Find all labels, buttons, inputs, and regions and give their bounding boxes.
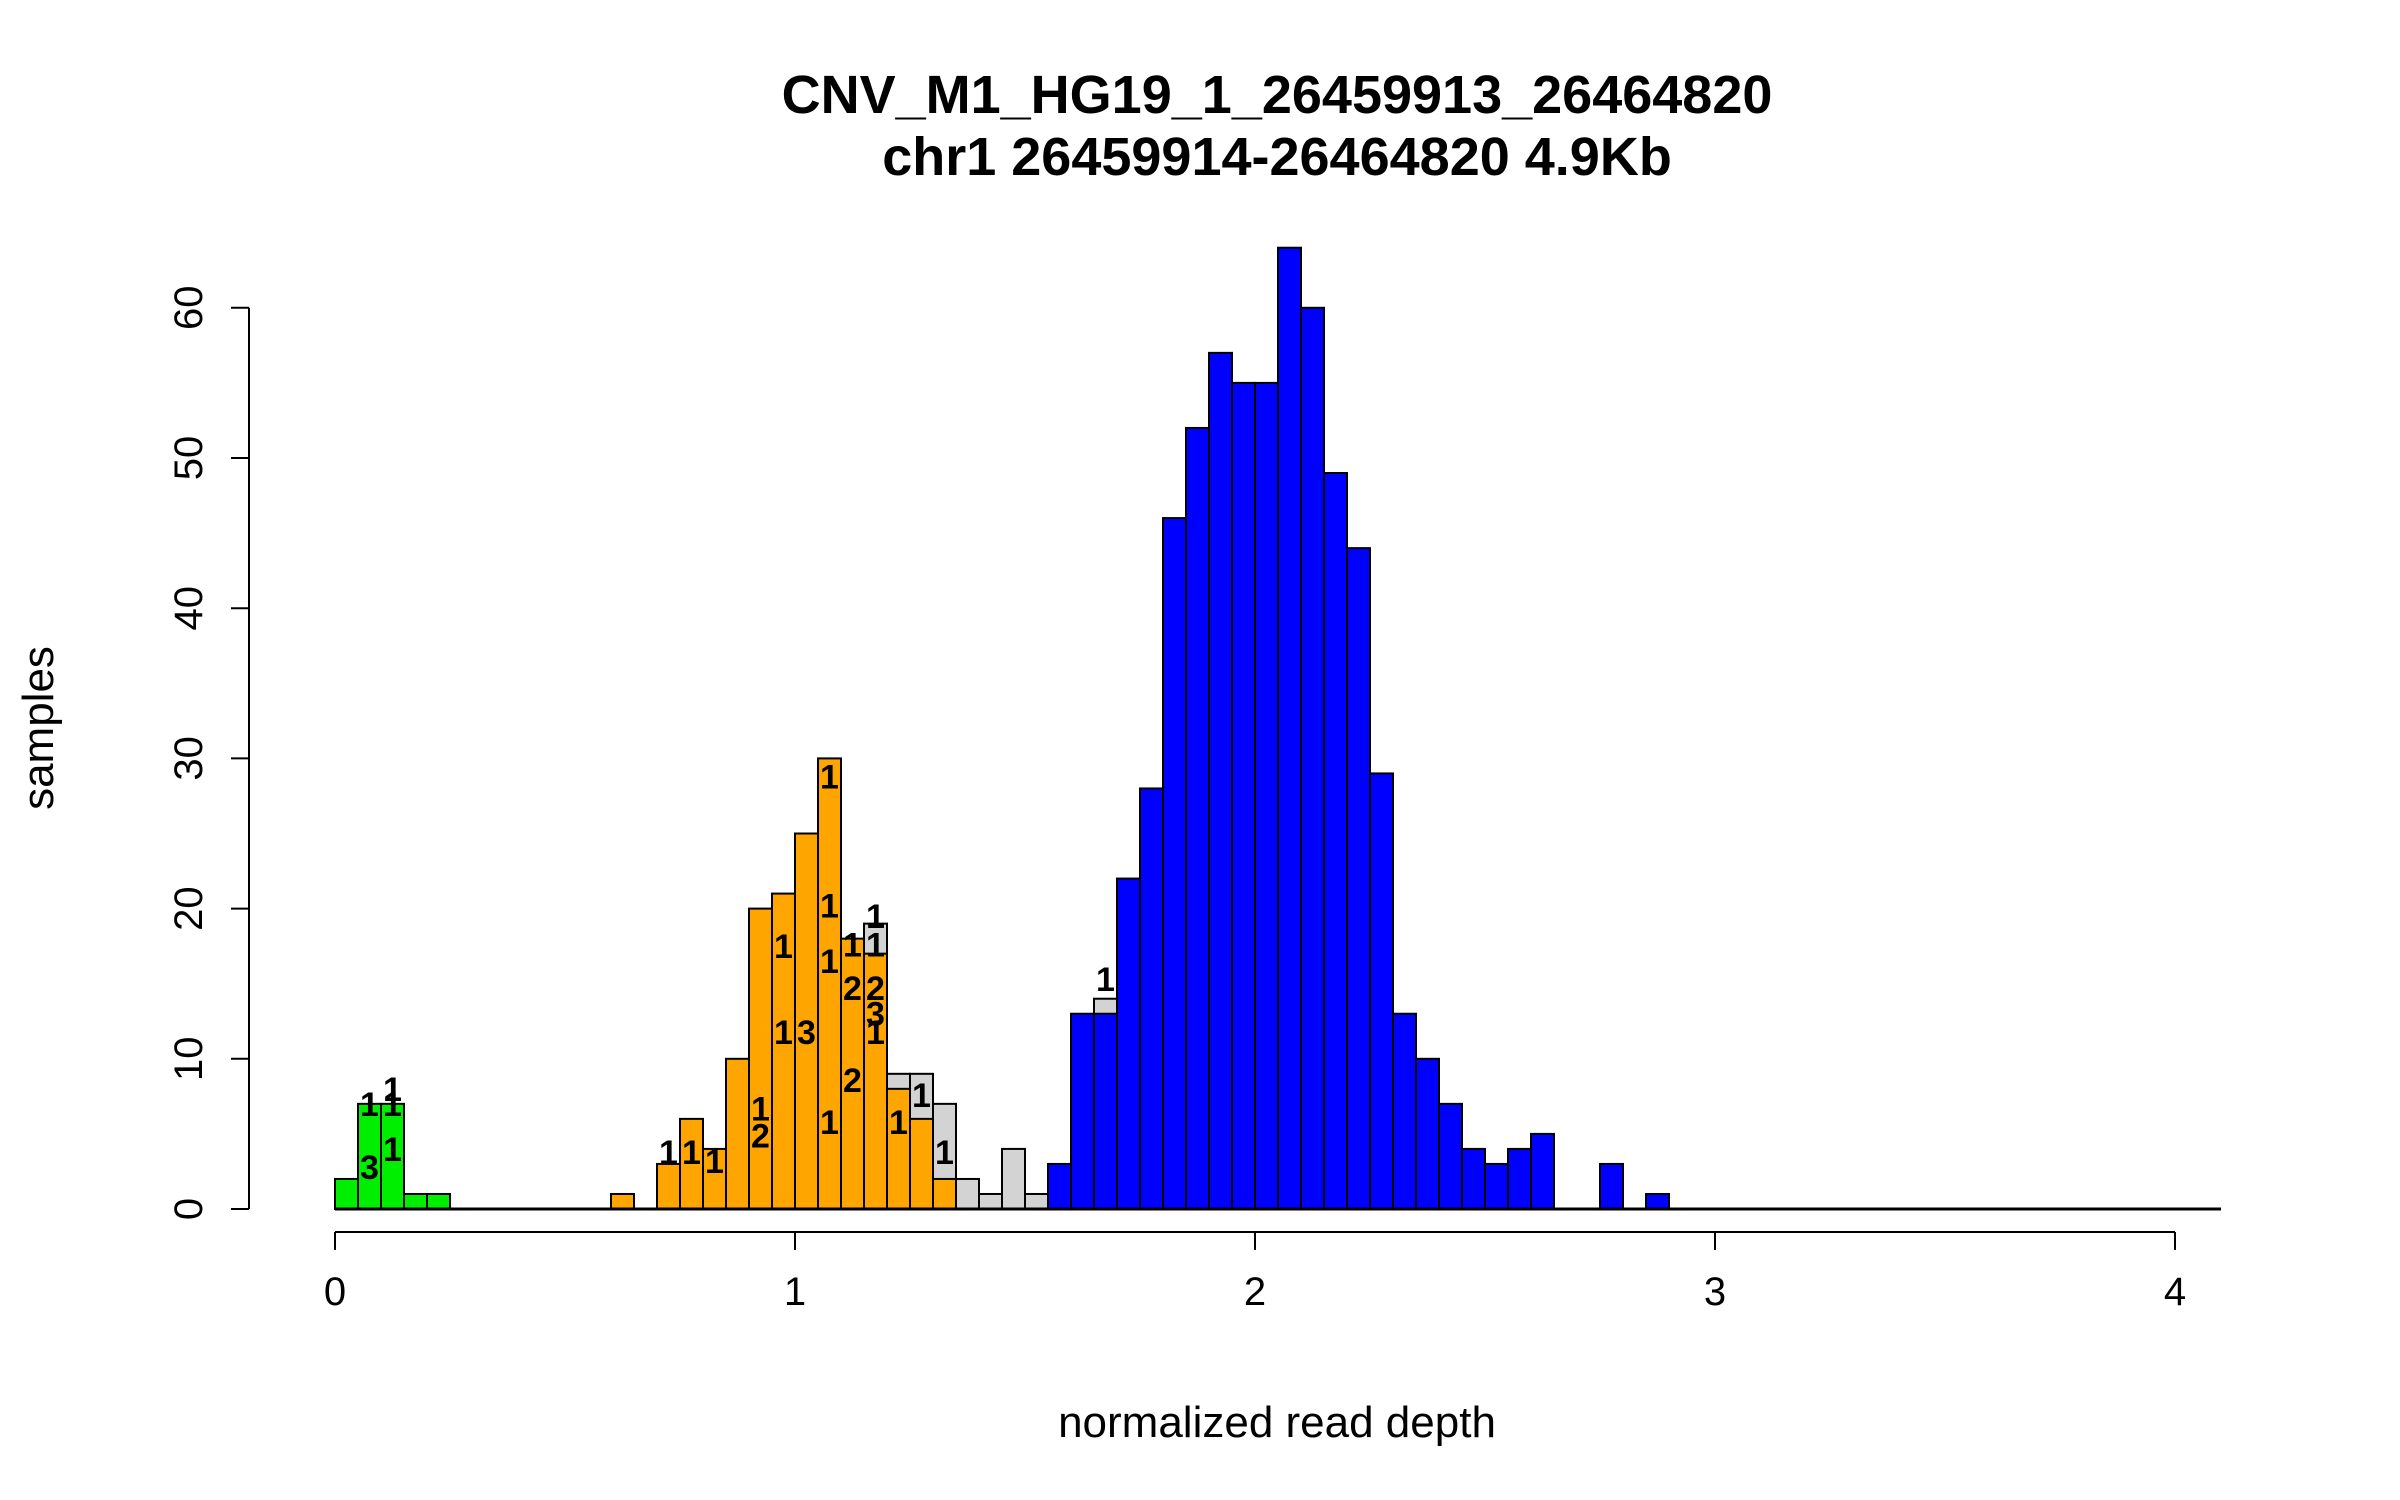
x-tick-label-4: 4 [2164,1270,2186,1314]
bar-blue-38 [1277,246,1302,1211]
bar-blue-31 [1116,877,1141,1210]
bar-annotation-23: 3 [866,996,885,1034]
bar-blue-45 [1438,1102,1463,1210]
bar-annotation-14: 1 [820,888,839,926]
y-tick-label-0: 0 [167,1198,211,1220]
bar-annotation-4: 1 [383,1131,402,1169]
bar-annotation-15: 1 [820,943,839,981]
bar-green-4 [426,1192,451,1210]
bar-blue-43 [1392,1012,1417,1210]
x-tick-label-2: 2 [1244,1270,1266,1314]
chart-subtitle: chr1 26459914-26464820 4.9Kb [882,127,1672,187]
bar-annotation-26: 1 [912,1077,931,1115]
x-tick-label-1: 1 [784,1270,806,1314]
bar-blue-30 [1093,1012,1118,1210]
bar-annotation-3: 1 [383,1086,402,1124]
x-axis-label: normalized read depth [1058,1398,1496,1447]
bar-blue-49 [1530,1132,1555,1211]
bar-orange-22 [932,1177,957,1210]
bar-annotation-2: 1 [383,1071,402,1109]
bar-annotation-1: 3 [360,1149,379,1187]
bar-gray-25 [1001,1147,1026,1211]
bar-blue-39 [1300,306,1325,1210]
y-axis: 0 10 20 30 40 50 60 [167,286,250,1220]
bar-annotation-12: 3 [797,1014,816,1052]
x-axis: 0 1 2 3 4 [324,1207,2221,1314]
bar-annotation-9: 2 [751,1117,770,1155]
bar-annotation-28: 1 [1096,961,1115,999]
bar-blue-41 [1346,547,1371,1210]
bar-gray-26 [1024,1192,1049,1210]
bar-blue-28 [1070,1012,1095,1210]
bar-orange-10 [748,907,773,1210]
x-tick-label-0: 0 [324,1270,346,1314]
bar-annotation-8: 1 [751,1090,770,1128]
bar-annotation-17: 1 [843,927,862,965]
bar-annotation-5: 1 [659,1134,678,1172]
bar-gray-23 [955,1177,980,1210]
y-tick-label-2: 20 [167,886,211,931]
bar-blue-34 [1185,426,1210,1210]
bar-annotation-19: 2 [843,1062,862,1100]
bar-annotation-21: 1 [866,927,885,965]
bar-blue-48 [1507,1147,1532,1211]
bar-annotation-20: 1 [866,898,885,936]
bar-annotation-22: 2 [866,970,885,1008]
bar-gray-24 [978,1192,1003,1210]
bar-blue-35 [1208,351,1233,1210]
bar-annotation-24: 1 [866,1014,885,1052]
x-tick-label-3: 3 [1704,1270,1726,1314]
bars-layer [334,246,1670,1211]
bar-blue-33 [1162,517,1187,1210]
y-tick-label-6: 60 [167,286,211,331]
bar-blue-36 [1231,381,1256,1210]
y-tick-label-4: 40 [167,586,211,631]
bar-annotation-11: 1 [774,1014,793,1052]
y-axis-label: samples [14,646,63,810]
bar-blue-51 [1645,1192,1670,1210]
bar-blue-50 [1599,1162,1624,1210]
bar-annotation-6: 1 [682,1134,701,1172]
bar-orange-9 [725,1057,750,1211]
bar-annotation-0: 1 [360,1086,379,1124]
bar-blue-44 [1415,1057,1440,1211]
bar-green-3 [403,1192,428,1210]
bar-blue-27 [1047,1162,1072,1210]
bar-annotation-27: 1 [935,1134,954,1172]
bar-blue-32 [1139,787,1164,1210]
bar-annotation-18: 2 [843,970,862,1008]
bar-blue-37 [1254,381,1279,1210]
y-tick-label-1: 10 [167,1037,211,1082]
bar-blue-42 [1369,772,1394,1210]
y-tick-label-3: 30 [167,736,211,781]
bar-orange-20 [909,1117,934,1211]
bar-annotation-13: 1 [820,758,839,796]
bar-annotation-7: 1 [705,1143,724,1181]
bar-green-0 [334,1177,359,1210]
bar-annotation-16: 1 [820,1104,839,1142]
bar-annotation-10: 1 [774,928,793,966]
bar-blue-46 [1461,1147,1486,1211]
y-tick-label-5: 50 [167,436,211,481]
chart-title: CNV_M1_HG19_1_26459913_26464820 [782,65,1773,125]
bar-annotation-25: 1 [889,1104,908,1142]
bar-blue-40 [1323,472,1348,1210]
bar-blue-47 [1484,1162,1509,1210]
bar-orange-5 [610,1192,635,1210]
